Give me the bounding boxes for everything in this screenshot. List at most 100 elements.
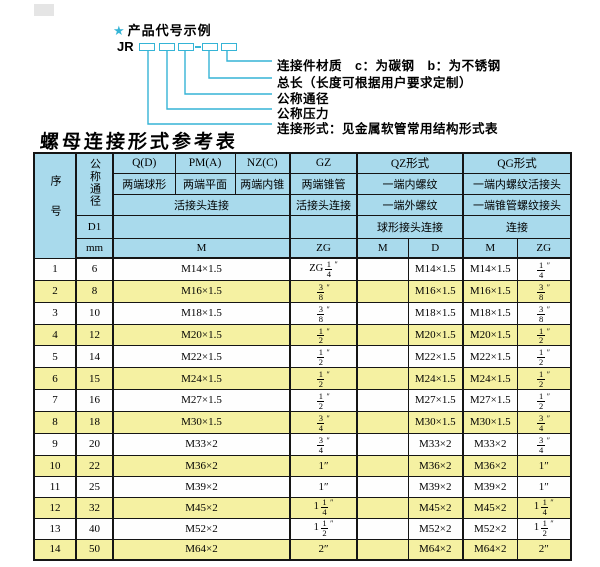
cell-no: 12 — [33, 496, 77, 519]
cell-qg-zg: 1 2 ″ — [516, 389, 572, 412]
thread-size-value: 1 1 4 ″ — [313, 497, 334, 518]
cell-qg-zg: 3 8 ″ — [516, 279, 572, 303]
cell-dn: 20 — [75, 432, 114, 456]
cell-qz-m — [356, 345, 409, 369]
scan-artifact — [34, 4, 54, 16]
thread-size-value: 3 8 ″ — [317, 303, 330, 324]
cell-qz-m — [356, 257, 409, 281]
thread-size-value: 1 2 ″ — [537, 369, 551, 390]
product-code-heading-text: 产品代号示例 — [127, 23, 212, 38]
cell-dn: 18 — [75, 410, 114, 434]
cell-qg-zg: 3 4 ″ — [516, 432, 572, 456]
cell-gz: 1 2 ″ — [289, 323, 358, 347]
header-code-gz: GZ — [289, 152, 358, 174]
header-union-qpn: 活接头连接 — [112, 193, 291, 216]
cell-qz-m — [356, 496, 409, 519]
cell-gz: 1 2 ″ — [289, 389, 358, 412]
table-row: 12 32 M45×2 1 1 4 ″ M45×2 M45×2 1 1 4 ″ — [33, 496, 572, 519]
header-row4-qz: 球形接头连接 — [356, 214, 464, 239]
cell-dn: 32 — [75, 496, 114, 519]
cell-gz: 3 8 ″ — [289, 279, 358, 303]
cell-m: M20×1.5 — [112, 323, 291, 347]
cell-qg-m: M30×1.5 — [462, 410, 518, 434]
cell-qz-d: M20×1.5 — [407, 323, 464, 347]
thread-size-value: 1 1 4 ″ — [533, 497, 554, 518]
label-material: 连接件材质 c：为碳钢 b：为不锈钢 — [277, 59, 501, 73]
cell-no: 14 — [33, 538, 77, 561]
cell-qz-d: M27×1.5 — [407, 389, 464, 412]
label-total-length: 总长（长度可根据用户要求定制） — [277, 76, 473, 90]
table-row: 13 40 M52×2 1 1 2 ″ M52×2 M52×2 1 1 2 ″ — [33, 517, 572, 540]
nut-connection-table: 序号 公称通径 Q(D) PM(A) NZ(C) GZ QZ形式 QG形式 两端… — [33, 152, 572, 562]
cell-qz-m — [356, 538, 409, 561]
thread-size-value: ZG 1 4 ″ — [309, 259, 338, 279]
cell-no: 4 — [33, 323, 77, 347]
thread-size-value: 1 2 ″ — [317, 325, 330, 346]
header-seq: 序号 — [33, 152, 77, 259]
code-box-1 — [139, 43, 155, 51]
cell-qz-d: M36×2 — [407, 454, 464, 477]
product-code-heading: ★ 产品代号示例 — [113, 20, 212, 39]
cell-no: 11 — [33, 475, 77, 498]
cell-m: M16×1.5 — [112, 279, 291, 303]
header-unit-zg2: ZG — [516, 237, 572, 259]
cell-gz: 1″ — [289, 454, 358, 477]
cell-dn: 6 — [75, 257, 114, 281]
header-code-pma: PM(A) — [174, 152, 236, 174]
cell-no: 9 — [33, 432, 77, 456]
cell-qz-d: M30×1.5 — [407, 410, 464, 434]
table-row: 1 6 M14×1.5 ZG 1 4 ″ M14×1.5 M14×1.5 1 4 ″ — [33, 257, 572, 281]
cell-qg-m: M14×1.5 — [462, 257, 518, 281]
cell-qz-d: M24×1.5 — [407, 367, 464, 391]
cell-qz-m — [356, 367, 409, 391]
code-box-3 — [178, 43, 194, 51]
cell-qg-m: M39×2 — [462, 475, 518, 498]
cell-no: 2 — [33, 279, 77, 303]
cell-qz-m — [356, 432, 409, 456]
code-dash — [195, 46, 201, 48]
cell-qz-m — [356, 279, 409, 303]
cell-no: 1 — [33, 257, 77, 281]
cell-dn: 40 — [75, 517, 114, 540]
cell-qz-d: M39×2 — [407, 475, 464, 498]
header-ends-qd: 两端球形 — [112, 172, 176, 195]
cell-qg-m: M27×1.5 — [462, 389, 518, 412]
header-ends-pma: 两端平面 — [174, 172, 236, 195]
cell-m: M33×2 — [112, 432, 291, 456]
cell-qg-m: M36×2 — [462, 454, 518, 477]
header-unit-m2: M — [356, 237, 409, 259]
cell-dn: 22 — [75, 454, 114, 477]
thread-size-value: 1″ — [318, 459, 329, 472]
table-row: 7 16 M27×1.5 1 2 ″ M27×1.5 M27×1.5 1 2 ″ — [33, 389, 572, 412]
header-empty-m-span — [112, 214, 291, 239]
label-connection-form: 连接形式：见金属软管常用结构形式表 — [277, 122, 499, 136]
cell-qg-m: M24×1.5 — [462, 367, 518, 391]
cell-qg-m: M45×2 — [462, 496, 518, 519]
cell-qg-zg: 1 2 ″ — [516, 323, 572, 347]
header-code-qg: QG形式 — [462, 152, 572, 174]
cell-qg-m: M20×1.5 — [462, 323, 518, 347]
cell-dn: 16 — [75, 389, 114, 412]
cell-m: M64×2 — [112, 538, 291, 561]
cell-no: 13 — [33, 517, 77, 540]
table-title: 螺母连接形式参考表 — [39, 131, 239, 153]
cell-dn: 8 — [75, 279, 114, 303]
cell-gz: 1 2 ″ — [289, 367, 358, 391]
table-row: 5 14 M22×1.5 1 2 ″ M22×1.5 M22×1.5 1 2 ″ — [33, 345, 572, 369]
code-box-4 — [202, 43, 218, 51]
cell-qg-m: M22×1.5 — [462, 345, 518, 369]
header-ends-gz: 两端锥管 — [289, 172, 358, 195]
cell-qg-zg: 1 1 4 ″ — [516, 496, 572, 519]
cell-m: M30×1.5 — [112, 410, 291, 434]
cell-no: 6 — [33, 367, 77, 391]
cell-qz-d: M45×2 — [407, 496, 464, 519]
cell-qz-d: M22×1.5 — [407, 345, 464, 369]
cell-qg-m: M52×2 — [462, 517, 518, 540]
cell-gz: 3 4 ″ — [289, 410, 358, 434]
table-row: 14 50 M64×2 2″ M64×2 M64×2 2″ — [33, 538, 572, 561]
thread-size-value: 1 2 ″ — [317, 369, 330, 390]
thread-size-value: 1 2 ″ — [317, 391, 330, 411]
cell-qz-m — [356, 323, 409, 347]
cell-gz: 3 4 ″ — [289, 432, 358, 456]
